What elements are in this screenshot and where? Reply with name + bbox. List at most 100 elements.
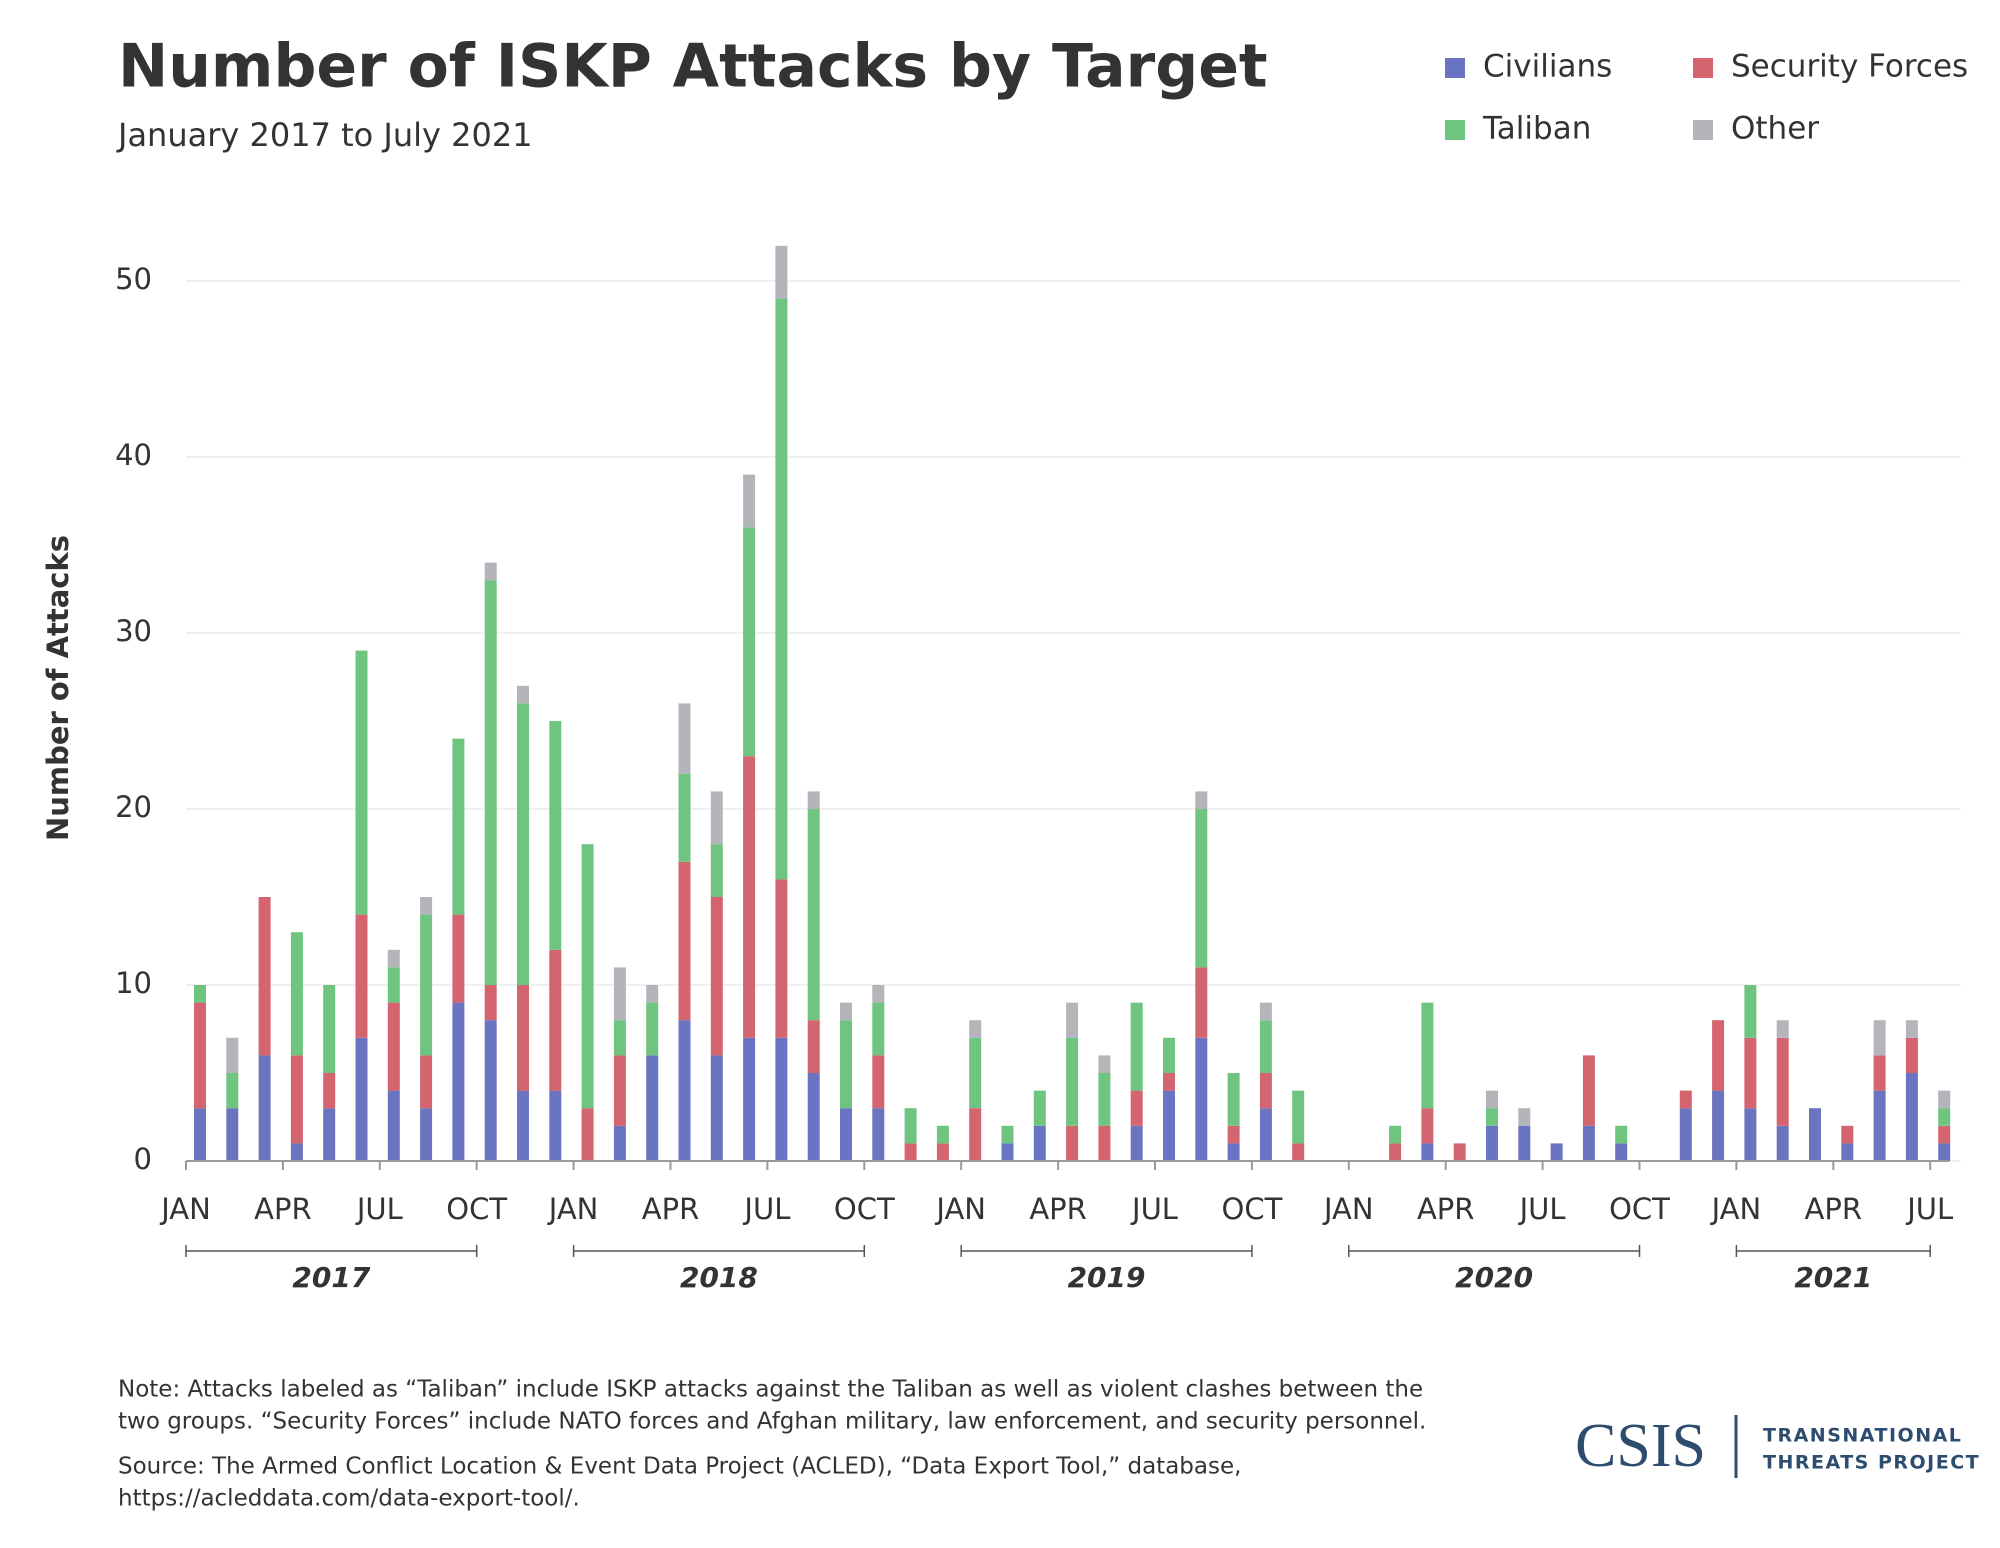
- bar-segment: [1615, 1125, 1628, 1144]
- bar-segment: [1582, 1125, 1595, 1161]
- bar-segment: [969, 1108, 982, 1161]
- bar-segment: [1905, 1037, 1918, 1073]
- bar-segment: [1744, 1037, 1757, 1109]
- bar-segment: [323, 985, 336, 1073]
- bar-segment: [1098, 1055, 1111, 1073]
- bar-segment: [1712, 1020, 1725, 1091]
- bar-segment: [1130, 1090, 1143, 1126]
- x-tick-label: JAN: [1322, 1192, 1374, 1226]
- legend-label: Civilians: [1483, 49, 1612, 85]
- bar-segment: [775, 298, 788, 880]
- bar-segment: [743, 527, 756, 757]
- bar-segment: [678, 861, 691, 1021]
- bar-segment: [613, 1125, 626, 1161]
- bar-segment: [355, 914, 368, 1038]
- bar-segment: [1098, 1125, 1111, 1161]
- bar-segment: [646, 985, 659, 1003]
- bar-segment: [613, 1055, 626, 1126]
- bar-segment: [1712, 1090, 1725, 1161]
- bar-segment: [1615, 1143, 1628, 1161]
- bar-segment: [1486, 1090, 1498, 1109]
- bar-segment: [1163, 1090, 1175, 1161]
- bar-segment: [1098, 1073, 1111, 1126]
- bar-segment: [872, 1055, 885, 1109]
- x-tick-label: JAN: [1710, 1192, 1762, 1226]
- bar-segment: [484, 1020, 497, 1161]
- bar-segment: [194, 1002, 206, 1109]
- bar-segment: [743, 1037, 756, 1161]
- bar-segment: [1582, 1055, 1595, 1126]
- y-tick-label: 50: [115, 262, 152, 296]
- bar-segment: [1873, 1055, 1886, 1091]
- bar-segment: [387, 949, 400, 968]
- chart-subtitle: January 2017 to July 2021: [116, 116, 533, 154]
- chart-title: Number of ISKP Attacks by Target: [118, 32, 1268, 102]
- bar-segment: [840, 1108, 852, 1161]
- bar-segment: [452, 914, 465, 1003]
- bar-segment: [452, 1002, 465, 1161]
- bar-segment: [678, 1020, 691, 1161]
- x-tick-label: OCT: [1222, 1192, 1283, 1226]
- bar-segment: [1938, 1143, 1951, 1161]
- x-tick-label: JAN: [159, 1192, 211, 1226]
- bar-segment: [1744, 1108, 1757, 1161]
- bar-segment: [872, 985, 885, 1003]
- note-line: two groups. “Security Forces” include NA…: [118, 1409, 1426, 1435]
- bar-segment: [1938, 1125, 1951, 1144]
- x-tick-label: APR: [1029, 1192, 1086, 1226]
- x-tick-label: APR: [1417, 1192, 1474, 1226]
- y-tick-label: 40: [115, 438, 152, 472]
- bar-segment: [1227, 1073, 1240, 1126]
- bar-segment: [743, 756, 756, 1038]
- bar-segment: [969, 1020, 982, 1038]
- bar-segment: [1421, 1002, 1434, 1109]
- bar-segment: [904, 1143, 917, 1161]
- bar-segment: [484, 985, 497, 1021]
- legend-label: Security Forces: [1731, 49, 1968, 85]
- bar-segment: [1259, 1002, 1272, 1021]
- bar-segment: [387, 967, 400, 1003]
- bar-segment: [387, 1002, 400, 1091]
- bar-segment: [1130, 1002, 1143, 1091]
- bar-segment: [872, 1108, 885, 1161]
- bar-segment: [1809, 1108, 1821, 1161]
- legend-swatch: [1693, 58, 1713, 78]
- bar-segment: [355, 1037, 368, 1161]
- bar-segment: [581, 1108, 594, 1161]
- x-tick-label: OCT: [834, 1192, 895, 1226]
- bar-segment: [420, 897, 433, 915]
- bar-segment: [420, 1055, 433, 1109]
- bar-segment: [1679, 1108, 1692, 1161]
- bar-segment: [517, 685, 529, 704]
- bar-segment: [646, 1002, 659, 1056]
- bar-segment: [226, 1073, 239, 1109]
- bar-segment: [420, 1108, 433, 1161]
- bar-segment: [710, 1055, 723, 1161]
- bar-segment: [775, 879, 788, 1038]
- bar-segment: [1389, 1125, 1402, 1144]
- bar-segment: [710, 791, 723, 845]
- bar-segment: [1486, 1125, 1498, 1161]
- bar-segment: [1130, 1125, 1143, 1161]
- bar-segment: [517, 985, 529, 1091]
- bar-segment: [1001, 1143, 1014, 1161]
- bar-segment: [1421, 1108, 1434, 1144]
- bar-segment: [194, 985, 206, 1003]
- bar-segment: [1066, 1037, 1079, 1126]
- bar-segment: [1518, 1125, 1531, 1161]
- bar-segment: [290, 1143, 303, 1161]
- bar-segment: [1033, 1125, 1046, 1161]
- bar-segment: [226, 1108, 239, 1161]
- bar-segment: [1776, 1037, 1789, 1126]
- year-label: 2017: [292, 1261, 370, 1294]
- bar-segment: [1873, 1020, 1886, 1056]
- bar-segment: [807, 1020, 820, 1073]
- x-tick-label: JUL: [742, 1192, 790, 1226]
- bar-segment: [549, 721, 562, 950]
- y-tick-label: 0: [134, 1142, 152, 1176]
- bar-segment: [678, 703, 691, 774]
- x-tick-label: JUL: [355, 1192, 403, 1226]
- bar-segment: [969, 1037, 982, 1109]
- y-axis-title: Number of Attacks: [41, 535, 75, 841]
